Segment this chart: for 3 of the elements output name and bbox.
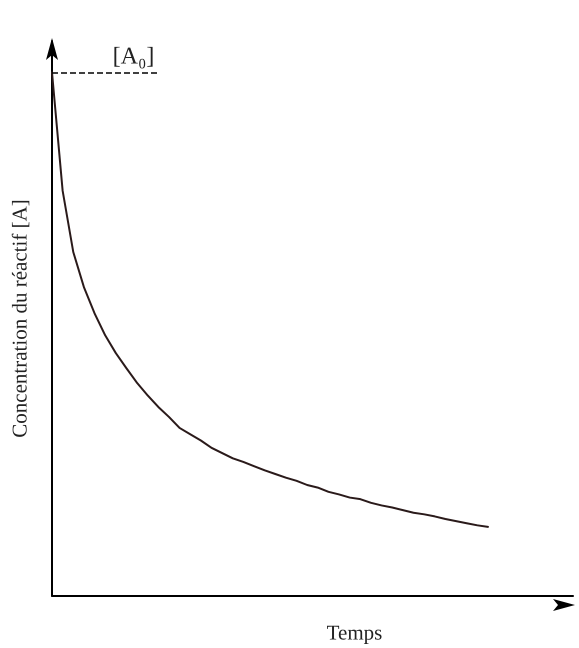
y-axis-title: Concentration du réactif [A] (8, 199, 32, 438)
x-axis-title: Temps (326, 620, 382, 644)
ref-line-label: [A₀] (112, 43, 154, 70)
